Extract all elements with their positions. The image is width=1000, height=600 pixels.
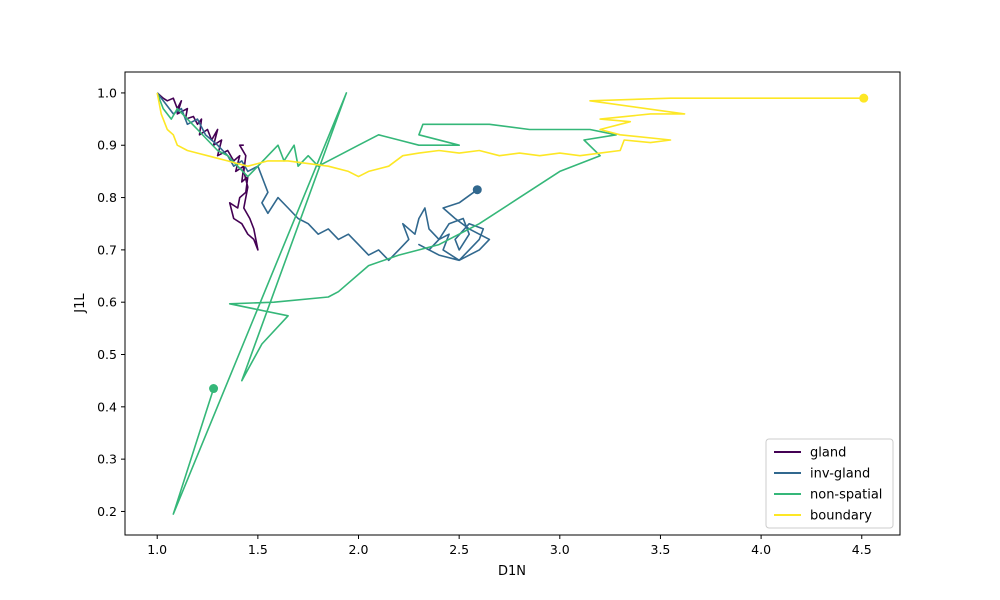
- y-tick-label: 0.4: [97, 399, 117, 414]
- y-tick-label: 0.6: [97, 295, 117, 310]
- series-line-gland: [156, 92, 259, 251]
- y-tick-label: 0.3: [97, 452, 117, 467]
- series-line-non-spatial: [156, 92, 617, 515]
- y-tick-label: 0.2: [97, 504, 117, 519]
- series-end-marker-boundary: [859, 93, 869, 103]
- x-tick-label: 2.0: [349, 542, 369, 557]
- y-tick-label: 1.0: [97, 85, 117, 100]
- legend-label-gland: gland: [810, 446, 846, 461]
- y-tick-label: 0.8: [97, 190, 117, 205]
- x-tick-label: 3.5: [651, 542, 671, 557]
- series-end-marker-inv-gland: [472, 185, 482, 195]
- series-line-inv-gland: [156, 92, 491, 262]
- y-axis-ticks: 0.2 0.3 0.4 0.5 0.6 0.7 0.8 0.9 1.0: [97, 85, 125, 519]
- x-tick-label: 1.0: [147, 542, 167, 557]
- legend: gland inv-gland non-spatial boundary: [765, 438, 894, 529]
- x-axis-ticks: 1.0 1.5 2.0 2.5 3.0 3.5 4.0 4.5: [147, 535, 872, 557]
- x-axis-label: D1N: [498, 564, 526, 579]
- x-tick-label: 3.0: [550, 542, 570, 557]
- y-tick-label: 0.9: [97, 138, 117, 153]
- legend-box: [765, 438, 894, 529]
- legend-label-non-spatial: non-spatial: [810, 488, 882, 503]
- x-tick-label: 1.5: [248, 542, 268, 557]
- series-layer: [156, 92, 869, 515]
- series-line-boundary: [156, 92, 864, 178]
- y-tick-label: 0.5: [97, 347, 117, 362]
- x-tick-label: 4.5: [852, 542, 872, 557]
- y-tick-label: 0.7: [97, 242, 117, 257]
- legend-label-inv-gland: inv-gland: [810, 467, 870, 482]
- x-tick-label: 4.0: [751, 542, 771, 557]
- series-end-marker-non-spatial: [209, 384, 219, 394]
- y-axis-label: J1L: [73, 293, 88, 314]
- x-tick-label: 2.5: [449, 542, 469, 557]
- legend-label-boundary: boundary: [810, 509, 872, 524]
